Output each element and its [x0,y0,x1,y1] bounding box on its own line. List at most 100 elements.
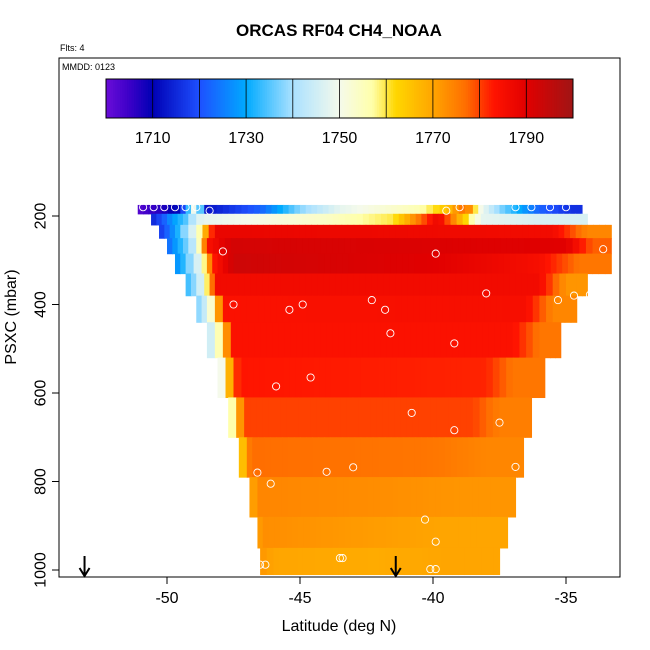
heatmap-cell [248,238,256,255]
heatmap-cell [389,224,397,239]
heatmap-cell [362,238,370,255]
heatmap-cell [587,224,594,239]
heatmap-cell [462,437,470,478]
heatmap-cell [247,357,255,399]
heatmap-cell [161,204,169,215]
heatmap-cell [398,477,405,518]
heatmap-cell [180,253,187,275]
heatmap-cell [236,322,244,359]
heatmap-cell [404,238,411,255]
heatmap-cell [531,357,539,399]
heatmap-cell [244,397,251,438]
heatmap-cell [350,516,357,549]
heatmap-cell [524,238,531,255]
heatmap-cell [454,295,462,323]
heatmap-cell [444,213,452,226]
observation-point [569,291,579,300]
heatmap-cell [318,253,325,275]
colorbar-swatch [444,79,448,118]
observation-point [511,203,520,212]
colorbar-swatch [325,79,329,118]
heatmap-cell [343,477,350,518]
colorbar-swatch [166,79,170,118]
observation-point [256,560,265,569]
heatmap-cell [440,238,447,255]
heatmap-cell [562,253,569,275]
colorbar-swatch [507,79,511,118]
observation-point [149,203,158,212]
heatmap-cell [274,516,281,549]
heatmap-cell [392,322,400,359]
colorbar-swatch [215,79,219,118]
colorbar-swatch [164,79,168,118]
colorbar-swatch [134,79,137,118]
heatmap-cell [306,253,313,275]
colorbar-swatch [257,79,261,118]
heatmap-cell [592,238,600,255]
colorbar-swatch [446,79,450,118]
heatmap-cell [368,238,376,255]
heatmap-cell [397,547,405,576]
colorbar-swatch [423,79,427,118]
heatmap-cell [250,397,257,438]
heatmap-cell [550,253,558,275]
heatmap-cell [422,477,430,518]
colorbar-swatch [288,79,291,118]
heatmap-cell [287,253,295,275]
heatmap-cell [550,322,556,359]
heatmap-cell [256,273,264,297]
heatmap-cell [398,238,405,255]
heatmap-cell [281,477,289,518]
heatmap-cell [480,357,487,399]
heatmap-cell [313,357,320,399]
colorbar-swatch [491,79,495,118]
colorbar-swatch [281,79,284,118]
heatmap-cell [478,477,486,518]
heatmap-cell [532,322,540,359]
heatmap-cell [416,238,423,255]
heatmap-cell [263,253,271,275]
heatmap-cell [392,238,400,255]
heatmap-cell [169,224,176,239]
heatmap-cell [569,224,577,239]
heatmap-cell [408,357,416,399]
heatmap-cell [480,253,487,275]
heatmap-cell [246,295,254,323]
heatmap-cell [172,213,179,226]
observation-point [335,554,344,563]
heatmap-cell [521,273,528,297]
heatmap-cell [172,238,179,255]
heatmap-cell [263,477,271,518]
heatmap-cell [385,516,393,549]
heatmap-cell [476,516,484,549]
heatmap-cell [427,213,434,226]
colorbar-swatch [311,79,315,118]
heatmap-cell [294,295,301,323]
heatmap-cell [271,204,278,215]
heatmap-cell [266,322,274,359]
colorbar-swatch [292,79,296,118]
heatmap-cell [472,477,479,518]
heatmap-cell [298,397,305,438]
colorbar-swatch [540,79,544,118]
colorbar-swatch [449,79,453,118]
heatmap-cell [404,213,411,226]
colorbar-swatch [150,79,154,118]
colorbar-swatch [187,79,191,118]
heatmap-cell [374,213,382,226]
heatmap-cell [217,357,227,399]
heatmap-cell [563,213,570,226]
colorbar-swatch [213,79,217,118]
heatmap-cell [296,238,304,255]
heatmap-cell [401,295,408,323]
heatmap-cell [208,224,216,239]
colorbar-swatch [285,79,289,118]
heatmap-cell [252,213,260,226]
heatmap-cell [426,253,434,275]
heatmap-cell [406,397,414,438]
heatmap-cell [468,224,475,239]
heatmap-cell [362,516,369,549]
heatmap-cell [416,477,424,518]
heatmap-cell [155,204,163,215]
heatmap-cell [552,204,560,215]
